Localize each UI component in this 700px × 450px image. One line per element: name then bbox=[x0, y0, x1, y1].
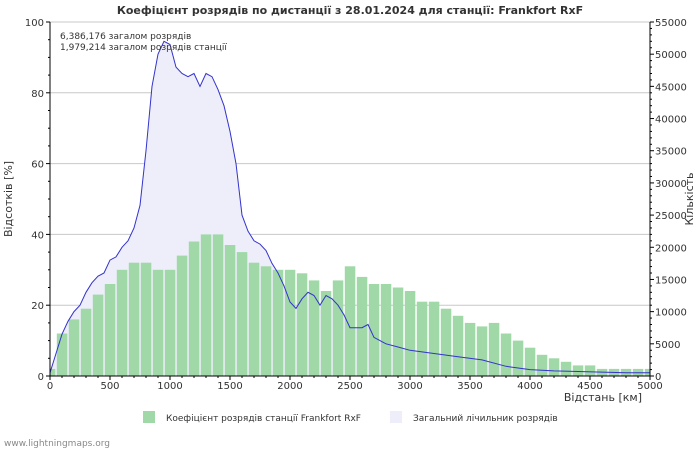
annotation-station-strikes: 1,979,214 загалом розрядів станції bbox=[60, 43, 227, 53]
legend-swatch-count bbox=[390, 411, 402, 423]
ratio-bar-43 bbox=[560, 361, 572, 376]
y-right-tick-label-11: 55000 bbox=[655, 18, 687, 29]
y-axis-left-label: Відсотків [%] bbox=[2, 161, 15, 237]
ratio-bar-19 bbox=[272, 269, 284, 376]
x-tick-label-6: 3000 bbox=[397, 381, 422, 392]
count-area bbox=[50, 41, 650, 377]
x-tick-label-8: 4000 bbox=[517, 381, 542, 392]
bars bbox=[50, 234, 651, 376]
y-right-tick-label-4: 20000 bbox=[655, 243, 687, 254]
annotation-total-strikes: 6,386,176 загалом розрядів bbox=[60, 32, 191, 42]
x-tick-label-0: 0 bbox=[47, 381, 53, 392]
ratio-bar-12 bbox=[188, 241, 200, 376]
ratio-bar-20 bbox=[284, 269, 296, 376]
ratio-bar-36 bbox=[476, 326, 488, 376]
y-left-tick-label-3: 60 bbox=[31, 160, 44, 171]
ratio-bar-25 bbox=[344, 266, 356, 376]
ratio-bar-18 bbox=[260, 266, 272, 376]
y-right-tick-label-1: 5000 bbox=[655, 340, 680, 351]
ratio-bar-10 bbox=[164, 269, 176, 376]
ratio-bar-24 bbox=[332, 280, 344, 376]
ratio-bar-28 bbox=[380, 284, 392, 376]
ratio-bar-38 bbox=[500, 333, 512, 376]
y-left-tick-label-4: 80 bbox=[31, 89, 44, 100]
ratio-bar-0 bbox=[50, 368, 56, 376]
x-tick-label-7: 3500 bbox=[457, 381, 482, 392]
y-right-tick-label-9: 45000 bbox=[655, 82, 687, 93]
y-right-tick-label-0: 0 bbox=[655, 372, 661, 383]
y-left-tick-label-2: 40 bbox=[31, 230, 44, 241]
ratio-bar-1 bbox=[56, 333, 68, 376]
y-right-tick-label-8: 40000 bbox=[655, 115, 687, 126]
ratio-bar-40 bbox=[524, 347, 536, 376]
y-right-tick-label-2: 10000 bbox=[655, 308, 687, 319]
y-left-tick-label-5: 100 bbox=[25, 18, 44, 29]
ratio-bar-15 bbox=[224, 245, 236, 376]
ratio-bar-11 bbox=[176, 255, 188, 376]
ratio-bar-13 bbox=[200, 234, 212, 376]
ratio-bar-5 bbox=[104, 284, 116, 376]
y-axis-right-label: Кількість bbox=[683, 172, 696, 225]
ratio-bar-23 bbox=[320, 291, 332, 376]
ratio-bar-39 bbox=[512, 340, 524, 376]
count-area-fill bbox=[50, 41, 650, 377]
ratio-bar-21 bbox=[296, 273, 308, 376]
ratio-bar-9 bbox=[152, 269, 164, 376]
x-tick-label-5: 2500 bbox=[337, 381, 362, 392]
ratio-bar-14 bbox=[212, 234, 224, 376]
ratio-bar-42 bbox=[548, 358, 560, 376]
x-axis-label: Відстань [км] bbox=[564, 391, 642, 404]
ratio-bar-37 bbox=[488, 322, 500, 376]
ratio-bar-3 bbox=[80, 308, 92, 376]
y-right-tick-label-10: 50000 bbox=[655, 50, 687, 61]
ratio-bar-7 bbox=[128, 262, 140, 376]
ratio-bar-31 bbox=[416, 301, 428, 376]
x-tick-label-9: 4500 bbox=[577, 381, 602, 392]
ratio-bar-29 bbox=[392, 287, 404, 376]
x-tick-label-4: 2000 bbox=[277, 381, 302, 392]
ratio-bar-8 bbox=[140, 262, 152, 376]
ratio-bar-2 bbox=[68, 319, 80, 376]
y-right-tick-label-5: 25000 bbox=[655, 211, 687, 222]
ratio-bar-32 bbox=[428, 301, 440, 376]
x-tick-label-10: 5000 bbox=[637, 381, 662, 392]
chart-title: Коефіцієнт розрядів по дистанції з 28.01… bbox=[117, 4, 583, 17]
ratio-bar-27 bbox=[368, 284, 380, 376]
x-tick-label-3: 1500 bbox=[217, 381, 242, 392]
y-left-tick-label-1: 20 bbox=[31, 301, 44, 312]
legend-label-count: Загальний лічильник розрядів bbox=[413, 414, 558, 424]
ratio-bar-44 bbox=[572, 365, 584, 376]
ratio-bar-4 bbox=[92, 294, 104, 376]
x-tick-label-2: 1000 bbox=[157, 381, 182, 392]
ratio-bar-34 bbox=[452, 315, 464, 376]
ratio-bar-35 bbox=[464, 322, 476, 376]
y-right-tick-label-3: 15000 bbox=[655, 275, 687, 286]
y-left-ticks: 0 20 40 60 80 100 bbox=[25, 18, 50, 383]
ratio-bar-16 bbox=[236, 252, 248, 376]
count-line-path bbox=[49, 40, 650, 374]
ratio-bar-17 bbox=[248, 262, 260, 376]
y-left-tick-label-0: 0 bbox=[38, 372, 44, 383]
y-right-tick-label-6: 30000 bbox=[655, 179, 687, 190]
legend-swatch-ratio bbox=[143, 411, 155, 423]
ratio-bar-41 bbox=[536, 354, 548, 376]
x-ticks: 0 500 1000 1500 2000 2500 3000 3500 4000 4500 5000 bbox=[47, 376, 663, 392]
y-right-ticks: 0 5000 10000 15000 20000 25000 30000 35000 40000… bbox=[650, 18, 687, 383]
y-right-tick-label-7: 35000 bbox=[655, 147, 687, 158]
watermark: www.lightningmaps.org bbox=[4, 439, 110, 449]
ratio-bar-22 bbox=[308, 280, 320, 376]
ratio-bar-33 bbox=[440, 308, 452, 376]
count-line bbox=[49, 40, 650, 374]
ratio-bar-45 bbox=[584, 365, 596, 376]
x-tick-label-1: 500 bbox=[100, 381, 119, 392]
legend-label-ratio: Коефіцієнт розрядів станції Frankfort Rx… bbox=[166, 414, 361, 424]
ratio-bar-6 bbox=[116, 269, 128, 376]
ratio-bar-26 bbox=[356, 276, 368, 376]
ratio-bar-30 bbox=[404, 291, 416, 376]
legend: Коефіцієнт розрядів станції Frankfort Rx… bbox=[143, 411, 558, 424]
